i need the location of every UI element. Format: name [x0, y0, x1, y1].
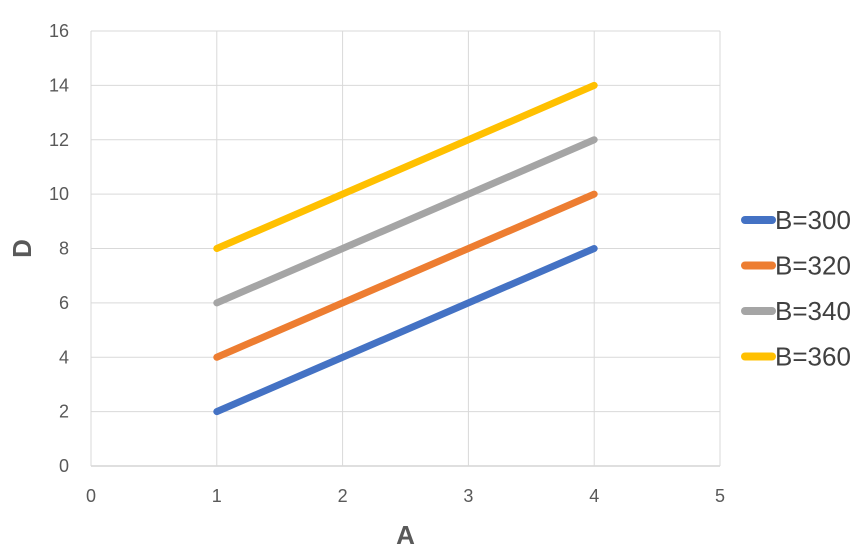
- y-tick-label: 8: [59, 239, 69, 259]
- y-tick-label: 6: [59, 293, 69, 313]
- x-tick-label: 0: [86, 486, 96, 506]
- y-tick-label: 2: [59, 402, 69, 422]
- y-tick-label: 0: [59, 456, 69, 476]
- y-axis-title: D: [7, 239, 37, 258]
- y-tick-label: 12: [49, 130, 69, 150]
- x-axis-ticks: 0 1 2 3 4 5: [86, 486, 725, 506]
- legend-label-1: B=320: [775, 251, 851, 281]
- x-tick-label: 3: [463, 486, 473, 506]
- series-line-3: [213, 81, 598, 252]
- series-line-1: [213, 190, 598, 361]
- legend-label-3: B=360: [775, 342, 851, 372]
- y-tick-label: 4: [59, 347, 69, 367]
- legend-label-0: B=300: [775, 205, 851, 235]
- series-line-2: [213, 136, 598, 307]
- x-tick-label: 4: [589, 486, 599, 506]
- legend-label-2: B=340: [775, 296, 851, 326]
- x-tick-label: 1: [212, 486, 222, 506]
- y-tick-label: 14: [49, 75, 69, 95]
- x-tick-label: 5: [715, 486, 725, 506]
- gridlines: [90, 30, 721, 467]
- y-tick-label: 16: [49, 21, 69, 41]
- x-tick-label: 2: [338, 486, 348, 506]
- legend: B=300 B=320 B=340 B=360: [741, 205, 851, 372]
- y-tick-label: 10: [49, 184, 69, 204]
- y-axis-ticks: 0 2 4 6 8 10 12 14 16: [49, 21, 69, 476]
- x-axis-title: A: [396, 520, 415, 550]
- series-line-0: [213, 245, 598, 416]
- series-lines: [213, 81, 598, 416]
